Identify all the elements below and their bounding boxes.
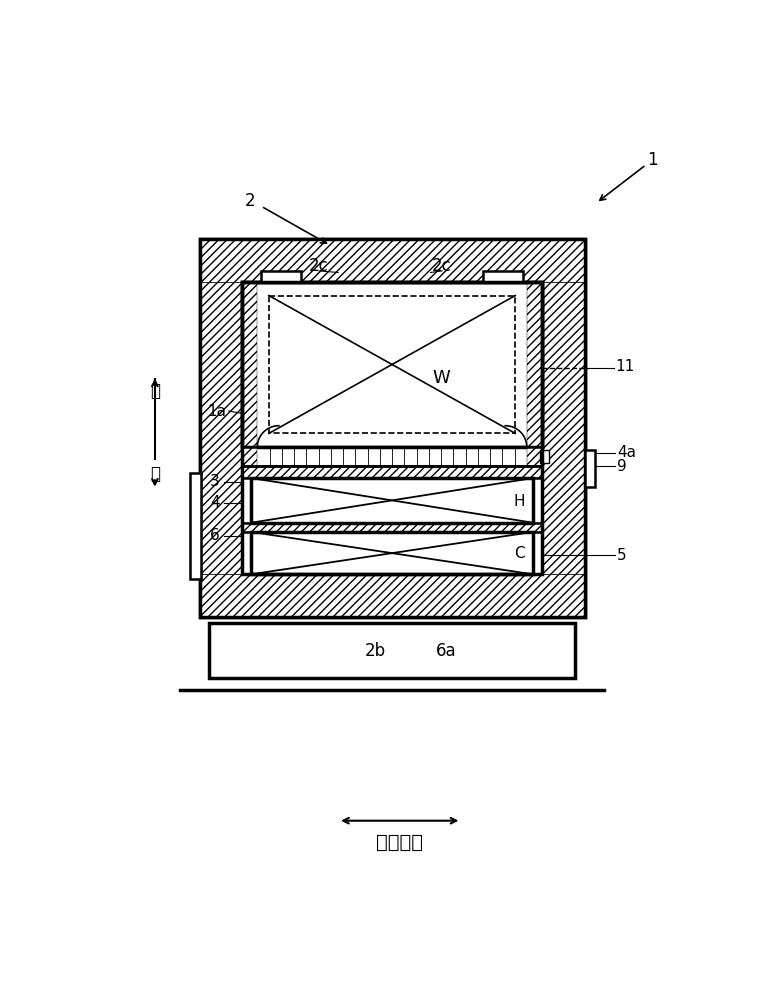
Text: 1: 1 [647, 151, 658, 169]
Bar [261, 271, 301, 282]
Text: 短辺方向: 短辺方向 [376, 833, 424, 852]
Text: 4a: 4a [617, 445, 636, 460]
Text: 1a: 1a [207, 404, 227, 419]
Bar [200, 239, 584, 617]
Bar [200, 574, 584, 617]
Text: 11: 11 [615, 359, 635, 374]
Text: H: H [513, 494, 525, 509]
Bar [242, 466, 542, 478]
Text: 6a: 6a [436, 642, 456, 660]
Bar [251, 532, 533, 574]
Text: 2: 2 [244, 192, 255, 210]
Text: C: C [514, 546, 524, 561]
Text: 3: 3 [210, 474, 220, 489]
Bar [242, 447, 542, 466]
Bar [200, 239, 584, 617]
Text: 4: 4 [210, 495, 220, 510]
Bar [209, 623, 576, 678]
Text: 2b: 2b [364, 642, 385, 660]
Text: 5: 5 [617, 548, 626, 563]
Bar [251, 478, 533, 523]
Bar [269, 296, 516, 433]
Text: W: W [432, 369, 450, 387]
Bar [242, 282, 257, 447]
Bar [483, 271, 523, 282]
Bar [526, 447, 542, 466]
Bar [190, 473, 201, 579]
Text: 2c: 2c [432, 257, 452, 275]
Bar [200, 282, 242, 574]
Bar [242, 523, 542, 532]
Bar [242, 447, 257, 466]
Bar [242, 523, 542, 532]
Bar [540, 450, 549, 463]
Bar [242, 282, 542, 574]
Bar [242, 466, 542, 478]
Text: 6: 6 [210, 528, 220, 543]
Text: 下: 下 [150, 465, 160, 483]
Bar [542, 282, 584, 574]
Text: 上: 上 [150, 382, 160, 400]
Bar [200, 239, 584, 282]
Text: 9: 9 [617, 459, 626, 474]
Bar [526, 282, 542, 447]
Bar [242, 447, 542, 466]
Bar [242, 282, 542, 447]
Bar [242, 282, 542, 574]
Bar [242, 282, 542, 447]
Bar [584, 450, 595, 487]
Text: 2c: 2c [309, 257, 329, 275]
